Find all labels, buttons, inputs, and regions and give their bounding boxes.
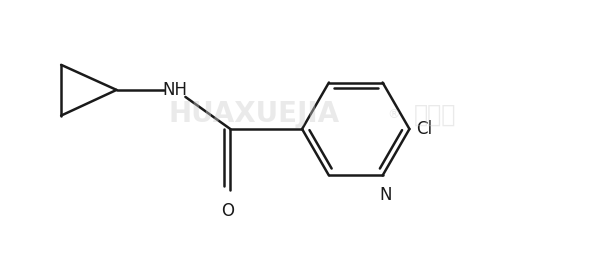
Text: 化学加: 化学加 (413, 102, 456, 126)
Text: Cl: Cl (416, 120, 432, 138)
Text: N: N (379, 186, 392, 204)
Text: O: O (221, 202, 234, 220)
Text: HUAXUEJIA: HUAXUEJIA (168, 100, 339, 128)
Text: ®: ® (388, 108, 400, 121)
Text: NH: NH (163, 81, 187, 99)
